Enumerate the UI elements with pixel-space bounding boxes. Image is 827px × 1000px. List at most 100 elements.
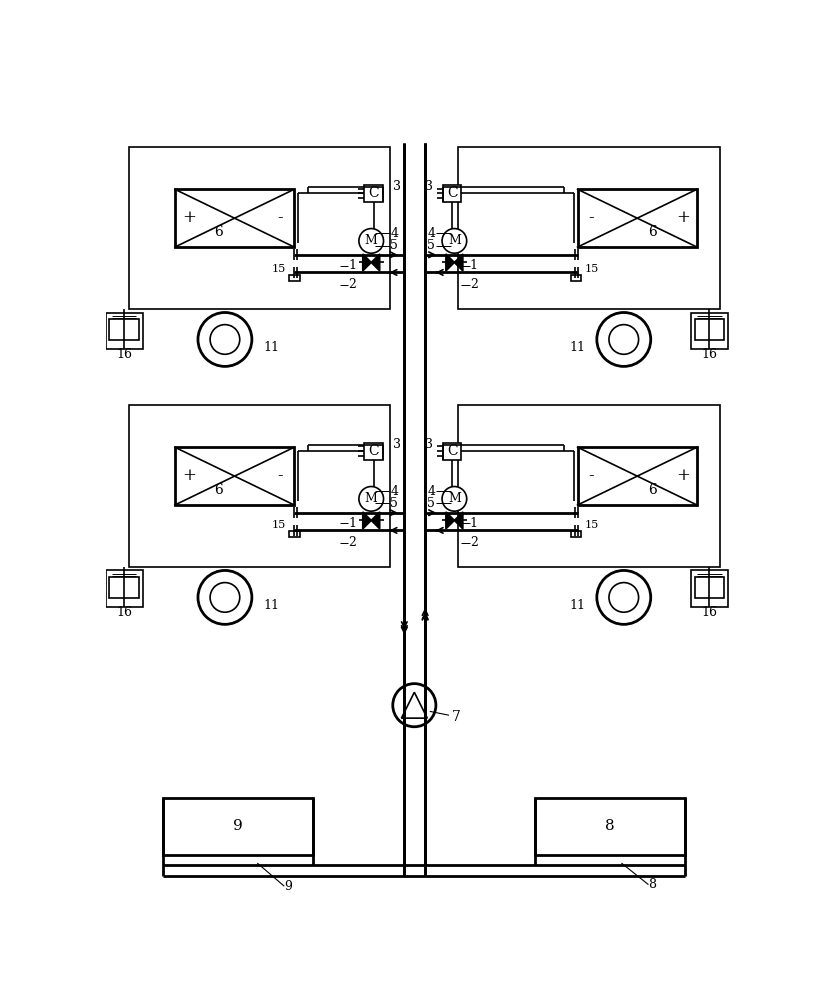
Bar bbox=[694, 577, 723, 598]
Text: 3: 3 bbox=[392, 180, 400, 193]
Bar bbox=[109, 319, 138, 340]
Bar bbox=[289, 531, 299, 537]
Text: 15: 15 bbox=[271, 520, 285, 530]
Circle shape bbox=[392, 684, 435, 727]
Text: 16: 16 bbox=[116, 348, 131, 361]
Bar bbox=[577, 189, 696, 247]
Text: 8: 8 bbox=[648, 878, 656, 891]
Circle shape bbox=[210, 325, 240, 354]
Text: 1: 1 bbox=[469, 517, 477, 530]
Bar bbox=[105, 570, 142, 607]
Polygon shape bbox=[362, 512, 370, 529]
Text: 3: 3 bbox=[392, 438, 400, 451]
Polygon shape bbox=[454, 254, 462, 271]
Text: C: C bbox=[368, 186, 379, 200]
Text: 4: 4 bbox=[427, 227, 435, 240]
Text: 11: 11 bbox=[569, 599, 585, 612]
Circle shape bbox=[608, 325, 638, 354]
Bar bbox=[457, 147, 719, 309]
Text: M: M bbox=[447, 234, 461, 247]
Circle shape bbox=[198, 312, 251, 366]
Text: -: - bbox=[277, 467, 283, 484]
Circle shape bbox=[442, 487, 466, 511]
Text: 1: 1 bbox=[469, 259, 477, 272]
Bar bbox=[105, 312, 142, 349]
Text: M: M bbox=[365, 234, 377, 247]
Text: 16: 16 bbox=[700, 348, 716, 361]
Bar bbox=[570, 275, 581, 281]
Text: 6: 6 bbox=[214, 483, 222, 497]
Text: 15: 15 bbox=[271, 264, 285, 274]
Text: 11: 11 bbox=[263, 599, 279, 612]
Text: +: + bbox=[182, 209, 195, 226]
Bar bbox=[442, 443, 461, 460]
Text: 5: 5 bbox=[427, 239, 435, 252]
Text: 2: 2 bbox=[469, 536, 477, 549]
Text: 5: 5 bbox=[427, 497, 435, 510]
Polygon shape bbox=[446, 254, 454, 271]
Text: 4: 4 bbox=[427, 485, 435, 498]
Bar bbox=[128, 405, 390, 567]
Text: 16: 16 bbox=[116, 606, 131, 619]
Text: 11: 11 bbox=[263, 341, 279, 354]
Text: 5: 5 bbox=[390, 497, 398, 510]
Bar bbox=[577, 447, 696, 505]
Bar bbox=[694, 319, 723, 340]
Text: +: + bbox=[676, 209, 689, 226]
Circle shape bbox=[210, 583, 240, 612]
Polygon shape bbox=[454, 512, 462, 529]
Bar bbox=[364, 443, 382, 460]
Circle shape bbox=[608, 583, 638, 612]
Text: 1: 1 bbox=[347, 259, 356, 272]
Polygon shape bbox=[370, 254, 380, 271]
Text: -: - bbox=[588, 209, 594, 226]
Polygon shape bbox=[446, 512, 454, 529]
Bar bbox=[109, 577, 138, 598]
Bar bbox=[457, 405, 719, 567]
Text: M: M bbox=[447, 492, 461, 505]
Text: 15: 15 bbox=[584, 264, 598, 274]
Text: 2: 2 bbox=[347, 278, 356, 291]
Bar bbox=[364, 185, 382, 202]
Text: 6: 6 bbox=[647, 483, 656, 497]
Text: 2: 2 bbox=[469, 278, 477, 291]
Text: -: - bbox=[277, 209, 283, 226]
Text: 9: 9 bbox=[233, 819, 242, 833]
Bar bbox=[570, 531, 581, 537]
Text: +: + bbox=[182, 467, 195, 484]
Bar bbox=[174, 447, 294, 505]
Text: 16: 16 bbox=[700, 606, 716, 619]
Text: 3: 3 bbox=[424, 180, 433, 193]
Text: 3: 3 bbox=[424, 438, 433, 451]
Text: 6: 6 bbox=[214, 225, 222, 239]
Bar bbox=[690, 570, 727, 607]
Text: C: C bbox=[447, 186, 457, 200]
Text: 5: 5 bbox=[390, 239, 398, 252]
Bar bbox=[289, 275, 299, 281]
Text: 9: 9 bbox=[284, 880, 292, 893]
Text: 4: 4 bbox=[390, 227, 398, 240]
Text: M: M bbox=[365, 492, 377, 505]
Circle shape bbox=[442, 229, 466, 253]
Bar bbox=[163, 798, 313, 855]
Circle shape bbox=[596, 570, 650, 624]
Text: C: C bbox=[447, 444, 457, 458]
Text: 15: 15 bbox=[584, 520, 598, 530]
Text: 2: 2 bbox=[347, 536, 356, 549]
Text: 8: 8 bbox=[605, 819, 614, 833]
Text: 7: 7 bbox=[452, 710, 461, 724]
Text: 1: 1 bbox=[347, 517, 356, 530]
Bar bbox=[442, 185, 461, 202]
Text: 4: 4 bbox=[390, 485, 398, 498]
Circle shape bbox=[358, 487, 383, 511]
Bar bbox=[690, 312, 727, 349]
Polygon shape bbox=[362, 254, 370, 271]
Bar bbox=[128, 147, 390, 309]
Text: -: - bbox=[588, 467, 594, 484]
Circle shape bbox=[198, 570, 251, 624]
Circle shape bbox=[596, 312, 650, 366]
Text: 11: 11 bbox=[569, 341, 585, 354]
Circle shape bbox=[358, 229, 383, 253]
Text: 6: 6 bbox=[647, 225, 656, 239]
Text: C: C bbox=[368, 444, 379, 458]
